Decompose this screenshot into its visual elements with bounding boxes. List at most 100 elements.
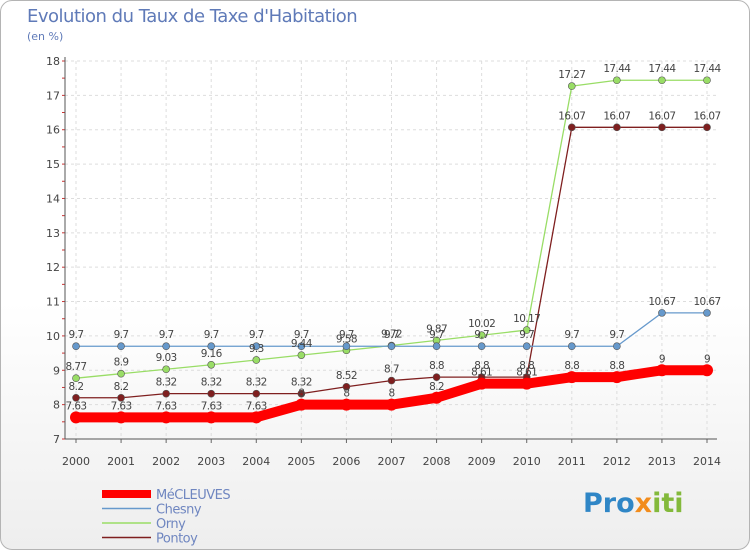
data-point <box>340 398 353 411</box>
data-label: 9.7 <box>159 329 174 341</box>
data-label: 9.7 <box>114 329 129 341</box>
data-point <box>520 377 533 390</box>
data-point <box>117 393 125 402</box>
data-label: 9.7 <box>294 329 309 341</box>
data-label: 8 <box>298 388 304 400</box>
data-label: 7.63 <box>156 400 177 412</box>
data-point <box>613 76 621 85</box>
data-label: 9.7 <box>609 329 624 341</box>
data-label: 8.2 <box>114 381 129 393</box>
legend-label: Pontoy <box>156 532 198 547</box>
data-point <box>655 364 668 377</box>
data-label: 9.3 <box>249 343 264 355</box>
data-label: 8.52 <box>336 370 357 382</box>
data-label: 10.67 <box>693 296 720 308</box>
data-point <box>162 389 170 398</box>
data-point <box>430 391 443 404</box>
data-point <box>522 342 531 351</box>
data-label: 8.32 <box>291 377 312 389</box>
y-tick-label: 9 <box>53 364 60 377</box>
data-point <box>207 389 216 398</box>
data-label: 10.67 <box>648 296 675 308</box>
data-label: 9.72 <box>381 329 402 341</box>
data-label: 9.16 <box>201 348 223 360</box>
data-label: 7.63 <box>111 400 132 412</box>
data-label: 9.7 <box>519 329 534 341</box>
data-label: 9.44 <box>291 338 313 350</box>
data-point <box>207 360 216 369</box>
data-labels: 7.63 7.63 7.63 7.63 7.638 8 88.28.61 8.618.8 8.8… <box>66 63 723 412</box>
y-tick-label: 17 <box>46 89 60 102</box>
data-point <box>610 371 623 384</box>
data-point <box>115 411 128 424</box>
x-tick-label: 2012 <box>603 455 631 468</box>
data-label: 8.7 <box>384 364 399 376</box>
data-point <box>117 369 125 378</box>
data-point <box>160 411 173 424</box>
x-tick-label: 2006 <box>332 455 360 468</box>
axes: 7 8 9 10 11 12 13 14 15 16 17 18 2000 2001 2002 2003 200… <box>46 55 721 468</box>
proxiti-logo: Proxiti <box>583 488 684 519</box>
x-tick-label: 2009 <box>468 455 496 468</box>
data-point <box>567 123 576 132</box>
data-point <box>567 342 576 351</box>
data-point <box>250 411 263 424</box>
data-label: 7.63 <box>246 400 267 412</box>
x-tick-label: 2010 <box>513 455 541 468</box>
data-point <box>342 382 351 391</box>
y-tick-label: 16 <box>46 124 60 137</box>
data-label: 8.8 <box>519 360 534 372</box>
data-label: 8.32 <box>201 377 222 389</box>
chart-subtitle: (en %) <box>27 30 64 43</box>
y-tick-label: 13 <box>46 227 60 240</box>
data-point <box>658 123 666 132</box>
legend-label: Chesny <box>156 503 202 518</box>
data-label: 8.2 <box>69 381 84 393</box>
data-label: 8.8 <box>474 360 489 372</box>
y-tick-label: 12 <box>46 261 60 274</box>
data-label: 17.44 <box>648 63 676 75</box>
data-label: 9.7 <box>249 329 264 341</box>
data-point <box>205 411 218 424</box>
data-label: 16.07 <box>693 110 720 122</box>
data-label: 8 <box>343 388 349 400</box>
data-point <box>522 326 531 334</box>
data-label: 8.9 <box>114 357 129 369</box>
data-point <box>162 365 170 374</box>
data-label: 8.8 <box>564 360 579 372</box>
data-label: 9.7 <box>204 329 219 341</box>
data-point <box>252 389 261 398</box>
data-label: 9 <box>659 353 665 365</box>
x-tick-label: 2014 <box>693 455 721 468</box>
data-label: 17.27 <box>558 69 585 81</box>
data-label: 8.32 <box>246 377 267 389</box>
data-label: 10.02 <box>468 318 495 330</box>
data-point <box>703 309 711 317</box>
data-point <box>70 411 82 424</box>
data-point <box>385 398 398 411</box>
x-tick-label: 2002 <box>152 455 180 468</box>
series-layer <box>70 76 713 424</box>
data-point <box>72 342 80 351</box>
data-point <box>658 309 666 317</box>
data-label: 8 <box>388 388 394 400</box>
data-point <box>658 76 666 85</box>
x-tick-label: 2004 <box>242 455 270 468</box>
x-tick-label: 2001 <box>107 455 135 468</box>
data-label: 16.07 <box>603 110 630 122</box>
logo-part-3: iti <box>652 488 684 519</box>
data-point <box>432 342 441 351</box>
data-point <box>703 123 711 132</box>
logo-part-1: Pro <box>583 488 635 519</box>
y-tick-label: 18 <box>46 55 60 68</box>
data-label: 9.7 <box>429 329 444 341</box>
data-point <box>701 364 713 377</box>
legend-label: Orny <box>156 517 186 532</box>
data-label: 9.03 <box>156 352 177 364</box>
data-point <box>477 331 486 340</box>
data-point <box>72 393 80 402</box>
data-label: 9.7 <box>339 329 354 341</box>
data-label: 9.58 <box>336 333 357 345</box>
